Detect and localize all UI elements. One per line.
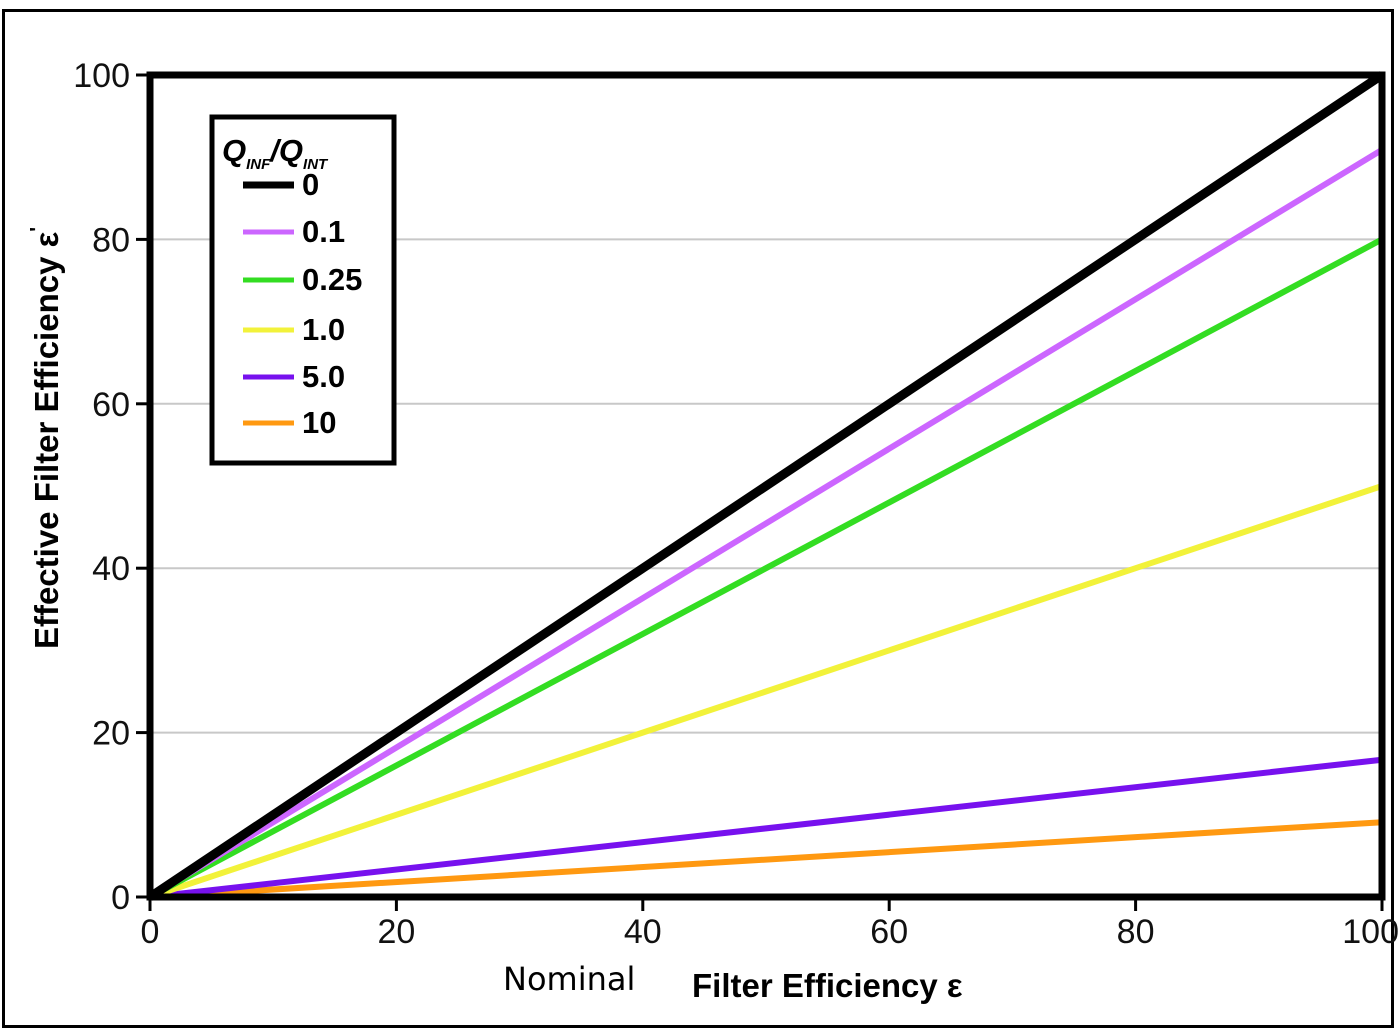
x-tick-label-0: 0 [141,913,160,951]
legend-items: 0 0.1 0.25 1.0 5.0 10 [243,167,362,440]
series-line-0-1 [148,147,1384,900]
y-axis-title-superscript: ' [27,227,49,232]
y-tick-label-100: 100 [73,57,130,95]
x-axis-title: Filter Efficiency ε [692,967,963,1004]
y-tick-label-0: 0 [111,879,130,917]
legend-title-sep: / [268,133,282,168]
x-tick-label-20: 20 [377,913,415,951]
plot-area-border [146,71,1386,901]
legend-title-q2: Q [279,133,303,168]
legend-label-10: 10 [302,405,336,440]
legend-label-1-0: 1.0 [302,312,345,347]
x-tick-label-60: 60 [870,913,908,951]
y-tick-label-60: 60 [92,386,130,424]
y-axis-title: Effective Filter Efficiency ε' [27,227,65,649]
x-axis-title-prefix: Nominal [503,960,635,998]
x-tick-label-80: 80 [1117,913,1155,951]
figure-frame [2,9,1394,1028]
series-line-0 [147,71,1385,901]
series-lines [147,71,1385,901]
legend-title-sub1: INF [246,156,271,173]
series-line-10 [149,819,1383,900]
series-line-0-25 [148,236,1384,900]
y-tick-label-20: 20 [92,715,130,753]
legend-title-sub2: INT [303,156,329,173]
legend-label-0-25: 0.25 [302,262,362,297]
y-axis-title-text: Effective Filter Efficiency ε [28,231,65,649]
y-tick-label-80: 80 [92,221,130,259]
legend-title: QINF/QINT [222,133,329,173]
series-line-1-0 [149,483,1383,900]
legend-label-5-0: 5.0 [302,359,345,394]
x-tick-label-100: 100 [1342,913,1399,951]
legend-box [209,114,397,466]
legend-title-q1: Q [222,133,246,168]
legend-label-0: 0 [302,167,319,202]
series-line-5-0 [149,756,1383,900]
y-tick-label-40: 40 [92,550,130,588]
legend: QINF/QINT 00.10.251.05.010 [209,114,397,466]
legend-label-0-1: 0.1 [302,214,345,249]
x-tick-label-40: 40 [624,913,662,951]
